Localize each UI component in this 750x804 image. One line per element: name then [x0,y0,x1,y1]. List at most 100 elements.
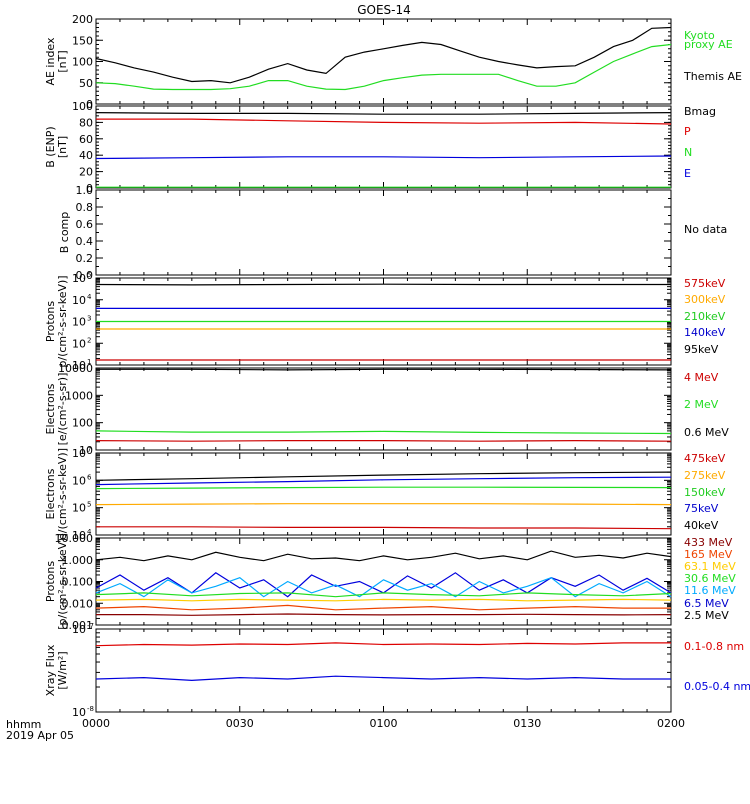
series-line [95,550,672,562]
y-tick-label: 100 [72,417,93,430]
y-tick-label: 0 [86,182,93,195]
series-line [95,43,672,91]
y-tick-label: 1.000 [62,554,94,567]
y-axis-label: B (ENP) [44,126,57,167]
panel-protons_mev: 0.001 0.010 0.100 1.000 10.000 Protons [p/(cm²… [44,532,736,632]
legend-label: 300keV [684,293,726,306]
panel-bcomp: 0.0 0.2 0.4 0.6 0.8 1.0 B comp No data [58,184,727,282]
y-tick-label: 10 [72,529,86,542]
y-axis-label: Electrons [44,468,57,519]
plot-title: GOES-14 [357,3,411,17]
legend-label: 0.6 MeV [684,426,729,439]
panel-bfield: 0 20 40 60 80 100 B (ENP) [nT] Bmag PNE [44,100,716,195]
legend-label: 210keV [684,310,726,323]
series-line [95,604,671,611]
y-tick-label: 10.000 [55,532,94,545]
y-axis-label: Protons [44,561,57,602]
legend-label: proxy AE [684,38,733,51]
y-tick-exponent: 7 [87,446,91,454]
legend-label: 30.6 MeV [684,572,736,585]
y-axis-label: Electrons [44,383,57,434]
legend-label: Kyoto [684,29,715,42]
legend-label: 6.5 MeV [684,597,729,610]
y-tick-label: 10000 [58,362,93,375]
series-line [95,283,671,286]
y-tick-exponent: 6 [87,473,92,481]
y-tick-label: 0.001 [62,619,94,632]
series-line [96,368,672,371]
x-tick-label: 0100 [370,717,398,730]
y-tick-label: 10 [72,272,86,285]
y-tick-label: 0.0 [76,269,94,282]
y-axis-label: B comp [58,212,71,254]
legend-label: 140keV [684,326,726,339]
y-axis-label: [W/m²] [56,651,69,689]
y-tick-label: 10 [72,447,86,460]
legend-label: P [684,125,691,138]
y-tick-label: 10 [72,623,86,636]
legend-label: 433 MeV [684,536,733,549]
y-tick-label: 1.0 [76,184,94,197]
y-axis-label: e/(cm²-s-sr-keV)] [56,448,69,540]
y-tick-exponent: 5 [87,271,91,279]
y-tick-exponent: 4 [87,293,92,301]
x-tick-label: 0000 [82,717,110,730]
y-axis-label: AE index [44,37,57,86]
legend-label: 0.1-0.8 nm [684,640,744,653]
legend-label: 11.6 MeV [684,584,736,597]
legend-label: No data [684,223,727,236]
panel-frame [95,628,672,713]
series-line [95,675,671,682]
y-tick-label: 10 [79,444,93,457]
panel-frame [95,452,672,536]
y-tick-label: 10 [72,294,86,307]
date-label: 2019 Apr 05 [6,729,74,742]
panel-frame [95,367,672,451]
y-axis-label: Xray Flux [44,644,57,696]
series-line [96,526,672,530]
y-tick-label: 0.4 [76,235,94,248]
legend-label: 2 MeV [684,398,719,411]
series-line [95,112,672,115]
y-tick-exponent: 4 [87,528,92,536]
y-tick-exponent: 3 [87,315,91,323]
y-tick-label: 60 [79,133,93,146]
legend-label: Themis AE [683,70,742,83]
series-line [95,598,672,602]
y-tick-label: 10 [72,474,86,487]
y-tick-label: 200 [72,13,93,26]
y-tick-exponent: -8 [87,705,94,713]
y-tick-label: 80 [79,116,93,129]
y-tick-exponent: 2 [87,336,91,344]
y-tick-label: 100 [72,100,93,113]
y-axis-label: p/(cm²-s-sr-keV)] [56,275,69,367]
series-line [95,471,672,481]
y-tick-label: 10 [72,502,86,515]
series-line [95,486,672,490]
series-line [96,613,672,616]
y-tick-exponent: 1 [87,358,91,366]
y-tick-label: 0.8 [76,201,94,214]
legend-label: 95keV [684,343,719,356]
y-tick-label: 40 [79,149,93,162]
legend-label: 165 MeV [684,548,733,561]
x-tick-label: 0200 [657,717,685,730]
series-line [95,503,672,506]
y-tick-label: 0.6 [76,218,94,231]
legend-label: N [684,146,692,159]
time-unit-label: hhmm [6,718,41,731]
y-tick-label: 10 [72,316,86,329]
y-axis-label: [p/(cm²-s-sr-keV)] [56,533,69,630]
y-tick-label: 10 [72,359,86,372]
y-tick-exponent: 5 [87,501,91,509]
legend-label: 0.05-0.4 nm [684,680,750,693]
x-tick-label: 0030 [226,717,254,730]
series-line [95,439,672,442]
